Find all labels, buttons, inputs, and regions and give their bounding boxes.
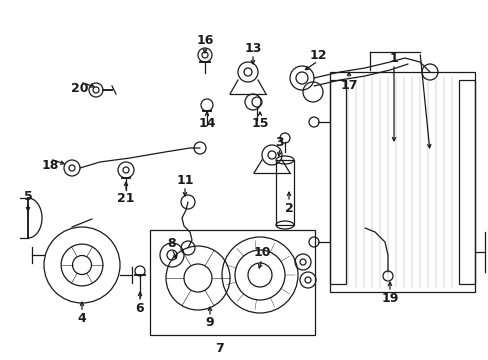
Text: 16: 16 (196, 33, 213, 46)
Text: 7: 7 (215, 342, 224, 355)
Text: 6: 6 (135, 302, 144, 315)
Text: 10: 10 (253, 247, 270, 260)
Text: 3: 3 (275, 135, 284, 149)
Text: 18: 18 (41, 158, 59, 171)
Text: 11: 11 (176, 174, 193, 186)
Text: 14: 14 (198, 117, 215, 130)
Text: 13: 13 (244, 41, 261, 54)
Text: 4: 4 (78, 311, 86, 324)
Text: 19: 19 (381, 292, 398, 305)
Text: 2: 2 (284, 202, 293, 215)
Text: 21: 21 (117, 192, 135, 204)
Text: 5: 5 (23, 189, 32, 202)
Text: 1: 1 (389, 51, 398, 64)
Text: 15: 15 (251, 117, 268, 130)
Text: 12: 12 (308, 49, 326, 62)
Text: 20: 20 (71, 81, 88, 95)
Text: 9: 9 (205, 316, 214, 329)
Text: 17: 17 (340, 78, 357, 91)
Text: 8: 8 (167, 237, 176, 249)
